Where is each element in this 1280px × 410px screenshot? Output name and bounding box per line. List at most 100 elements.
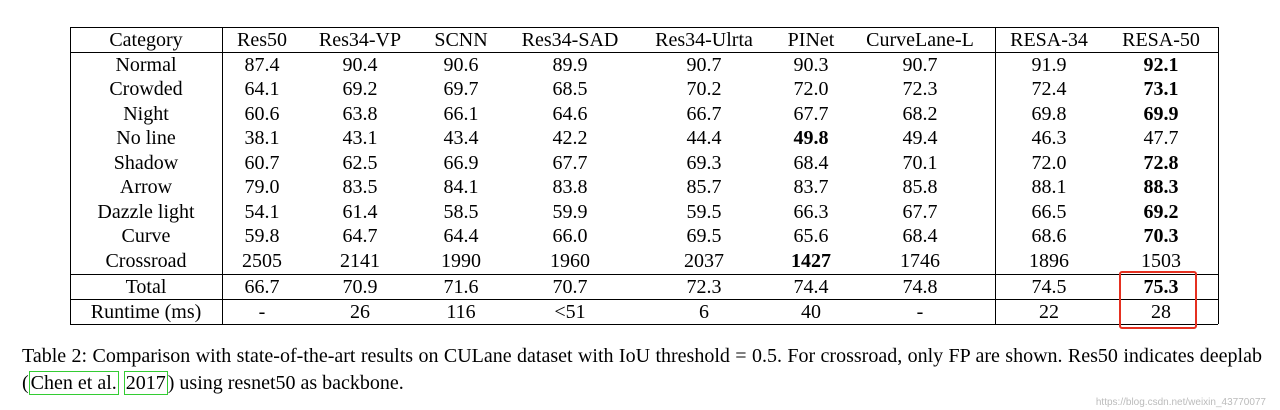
data-cell: 66.3: [793, 200, 829, 223]
data-cell: 89.9: [552, 53, 588, 76]
data-cell: 2037: [684, 249, 724, 272]
citation-link[interactable]: Chen et al.: [28, 371, 119, 395]
data-cell: 69.9: [1143, 102, 1179, 125]
data-cell: 44.4: [686, 127, 722, 149]
data-cell: 64.4: [443, 225, 479, 247]
data-cell: 90.7: [902, 53, 938, 76]
rule-line: [70, 323, 1218, 325]
data-cell: 74.5: [1031, 275, 1067, 298]
data-cell: 69.3: [686, 151, 722, 174]
data-cell: 61.4: [342, 200, 378, 223]
data-cell: 58.5: [443, 200, 479, 223]
data-cell: 64.6: [552, 102, 588, 125]
data-cell: 84.1: [443, 176, 479, 198]
caption-text: Table 2: Comparison with state-of-the-ar…: [22, 345, 1262, 394]
data-cell: 1746: [900, 249, 940, 272]
data-cell: 1960: [550, 249, 590, 272]
header-cell: Category: [109, 29, 183, 51]
data-cell: 91.9: [1031, 53, 1067, 76]
data-cell: 64.7: [342, 225, 378, 247]
data-cell: 1990: [441, 249, 481, 272]
column-rule: [222, 27, 223, 324]
row-label: Arrow: [119, 176, 173, 198]
data-cell: 26: [350, 300, 370, 323]
caption-text: ) using resnet50 as backbone.: [167, 372, 404, 394]
data-cell: 63.8: [342, 102, 378, 125]
highlight-box: [1119, 270, 1197, 329]
data-cell: 46.3: [1031, 127, 1067, 149]
data-cell: 90.4: [342, 53, 378, 76]
row-label: Runtime (ms): [90, 300, 202, 323]
data-cell: 72.0: [1031, 151, 1067, 174]
data-cell: 70.7: [552, 275, 588, 298]
data-cell: 69.7: [443, 78, 479, 100]
data-cell: 72.3: [902, 78, 938, 100]
data-cell: 60.7: [244, 151, 280, 174]
data-cell: 71.6: [443, 275, 479, 298]
data-cell: -: [258, 300, 266, 323]
row-label: No line: [116, 127, 176, 149]
data-cell: 69.2: [342, 78, 378, 100]
row-label: Curve: [121, 225, 171, 247]
data-cell: 2141: [340, 249, 380, 272]
data-cell: 70.1: [902, 151, 938, 174]
data-cell: 1503: [1141, 249, 1181, 272]
header-cell: SCNN: [434, 29, 488, 51]
data-cell: 72.4: [1031, 78, 1067, 100]
row-label: Night: [123, 102, 169, 125]
data-cell: 68.5: [552, 78, 588, 100]
data-cell: 1896: [1029, 249, 1069, 272]
data-cell: 49.4: [902, 127, 938, 149]
data-cell: 72.0: [793, 78, 829, 100]
data-cell: 59.8: [244, 225, 280, 247]
data-cell: 38.1: [244, 127, 280, 149]
data-cell: 66.9: [443, 151, 479, 174]
data-cell: 88.1: [1031, 176, 1067, 198]
row-label: Shadow: [113, 151, 179, 174]
column-rule: [70, 27, 71, 324]
data-cell: 70.9: [342, 275, 378, 298]
row-label: Normal: [115, 53, 177, 76]
header-cell: PINet: [787, 29, 835, 51]
data-cell: 62.5: [342, 151, 378, 174]
data-cell: 1427: [791, 249, 831, 272]
data-cell: 90.7: [686, 53, 722, 76]
data-cell: 116: [446, 300, 476, 323]
rule-line: [70, 273, 1218, 275]
rule-line: [70, 52, 1218, 53]
rule-line: [70, 27, 1218, 28]
data-cell: 69.8: [1031, 102, 1067, 125]
data-cell: 2505: [242, 249, 282, 272]
table-caption: Table 2: Comparison with state-of-the-ar…: [22, 343, 1262, 397]
row-label: Total: [125, 275, 167, 298]
data-cell: 49.8: [793, 127, 829, 149]
data-cell: 73.1: [1143, 78, 1179, 100]
data-cell: 54.1: [244, 200, 280, 223]
header-cell: RESA-50: [1122, 29, 1200, 51]
data-cell: 47.7: [1143, 127, 1179, 149]
data-cell: 60.6: [244, 102, 280, 125]
data-cell: 6: [699, 300, 709, 323]
rule-line: [70, 298, 1218, 300]
data-cell: 70.3: [1143, 225, 1179, 247]
data-cell: 64.1: [244, 78, 280, 100]
data-cell: 66.7: [686, 102, 722, 125]
data-cell: 72.8: [1143, 151, 1179, 174]
header-cell: Res34-VP: [318, 29, 402, 51]
row-label: Dazzle light: [97, 200, 195, 223]
data-cell: 67.7: [902, 200, 938, 223]
header-cell: RESA-34: [1010, 29, 1088, 51]
column-rule: [1218, 27, 1219, 324]
data-cell: 42.2: [552, 127, 588, 149]
data-cell: 70.2: [686, 78, 722, 100]
data-cell: 43.1: [342, 127, 378, 149]
data-cell: 83.8: [552, 176, 588, 198]
header-cell: Res34-Ulrta: [655, 29, 753, 51]
data-cell: -: [916, 300, 924, 323]
data-cell: 68.4: [793, 151, 829, 174]
header-cell: Res50: [237, 29, 287, 51]
data-cell: 83.7: [793, 176, 829, 198]
citation-link[interactable]: 2017: [123, 371, 168, 395]
data-cell: 83.5: [342, 176, 378, 198]
data-cell: 68.4: [902, 225, 938, 247]
